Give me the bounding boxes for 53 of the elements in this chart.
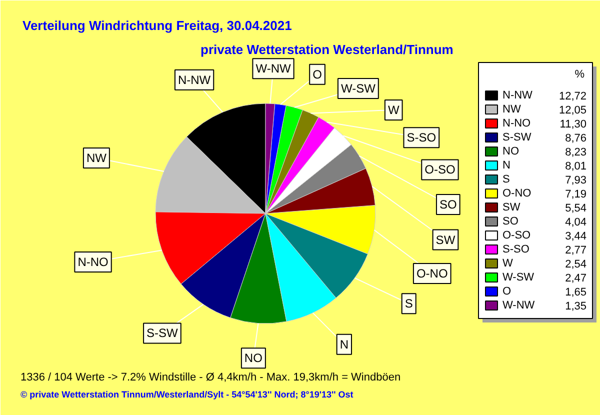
- data-label: 7,93: [565, 174, 587, 186]
- legend-label: S-SO: [502, 244, 530, 256]
- data-label: 12,72: [558, 90, 587, 102]
- data-label: 1,35: [565, 300, 587, 312]
- data-label: 2,54: [565, 258, 587, 270]
- slice-label: W: [388, 102, 400, 117]
- legend-label: NW: [502, 104, 522, 116]
- slice-label: N-NO: [78, 254, 108, 269]
- text: 1336 / 104 Werte -> 7.2% Windstille - Ø 4,4km/h - Max. 19,3km/h = Windböen: [20, 372, 401, 384]
- slice-label: W-SW: [340, 81, 376, 96]
- data-label: 12,05: [558, 104, 587, 116]
- data-label: 2,47: [565, 272, 587, 284]
- legend-label: SW: [502, 202, 521, 214]
- legend-label: N: [502, 160, 510, 172]
- slice-label: S: [404, 296, 413, 311]
- data-label: 7,19: [565, 188, 587, 200]
- legend-label: O-SO: [502, 230, 532, 242]
- slice-label: O-NO: [416, 266, 448, 280]
- slice-label: N-NW: [178, 72, 212, 87]
- data-label: 4,04: [565, 216, 587, 228]
- legend-label: S: [502, 174, 510, 186]
- slice-label: N: [340, 337, 348, 352]
- data-label: 8,76: [565, 132, 587, 144]
- slice-label: NO: [244, 351, 262, 366]
- slice-label: W-NW: [256, 62, 292, 76]
- legend-label: W-SW: [502, 272, 535, 284]
- slice-label: SO: [439, 197, 457, 212]
- slice-label: NW: [86, 150, 108, 165]
- legend-label: NO: [502, 146, 520, 158]
- legend-label: N-NW: [502, 90, 534, 102]
- slice-label: O: [312, 67, 322, 82]
- slice-label: SW: [436, 232, 456, 247]
- legend-label: W-NW: [502, 300, 536, 312]
- legend-label: S-SW: [502, 132, 532, 144]
- data-label: 11,30: [560, 118, 587, 130]
- data-label: 1,65: [565, 286, 587, 298]
- legend-title: %: [574, 68, 585, 80]
- data-label: 2,77: [565, 244, 587, 256]
- chart-title: Verteilung Windrichtung Freitag, 30.04.2021: [22, 18, 292, 33]
- slice-label: O-SO: [424, 162, 456, 177]
- legend-label: W: [502, 258, 514, 270]
- legend-label: SO: [502, 216, 519, 228]
- text: © private Wetterstation Tinnum/Westerland/Sylt - 54°54'13'' Nord; 8°19'13'' Ost: [20, 390, 354, 400]
- legend-label: N-NO: [502, 118, 532, 130]
- chart-subtitle: private Wetterstation Westerland/Tinnum: [200, 42, 454, 57]
- slice-label: S-SO: [406, 130, 436, 145]
- data-label: 5,54: [565, 202, 587, 214]
- data-label: 8,23: [565, 146, 587, 158]
- legend-label: O-NO: [502, 188, 532, 200]
- legend-label: O: [502, 286, 512, 298]
- slice-label: S-SW: [146, 326, 179, 340]
- data-label: 3,44: [565, 230, 587, 242]
- data-label: 8,01: [565, 160, 587, 172]
